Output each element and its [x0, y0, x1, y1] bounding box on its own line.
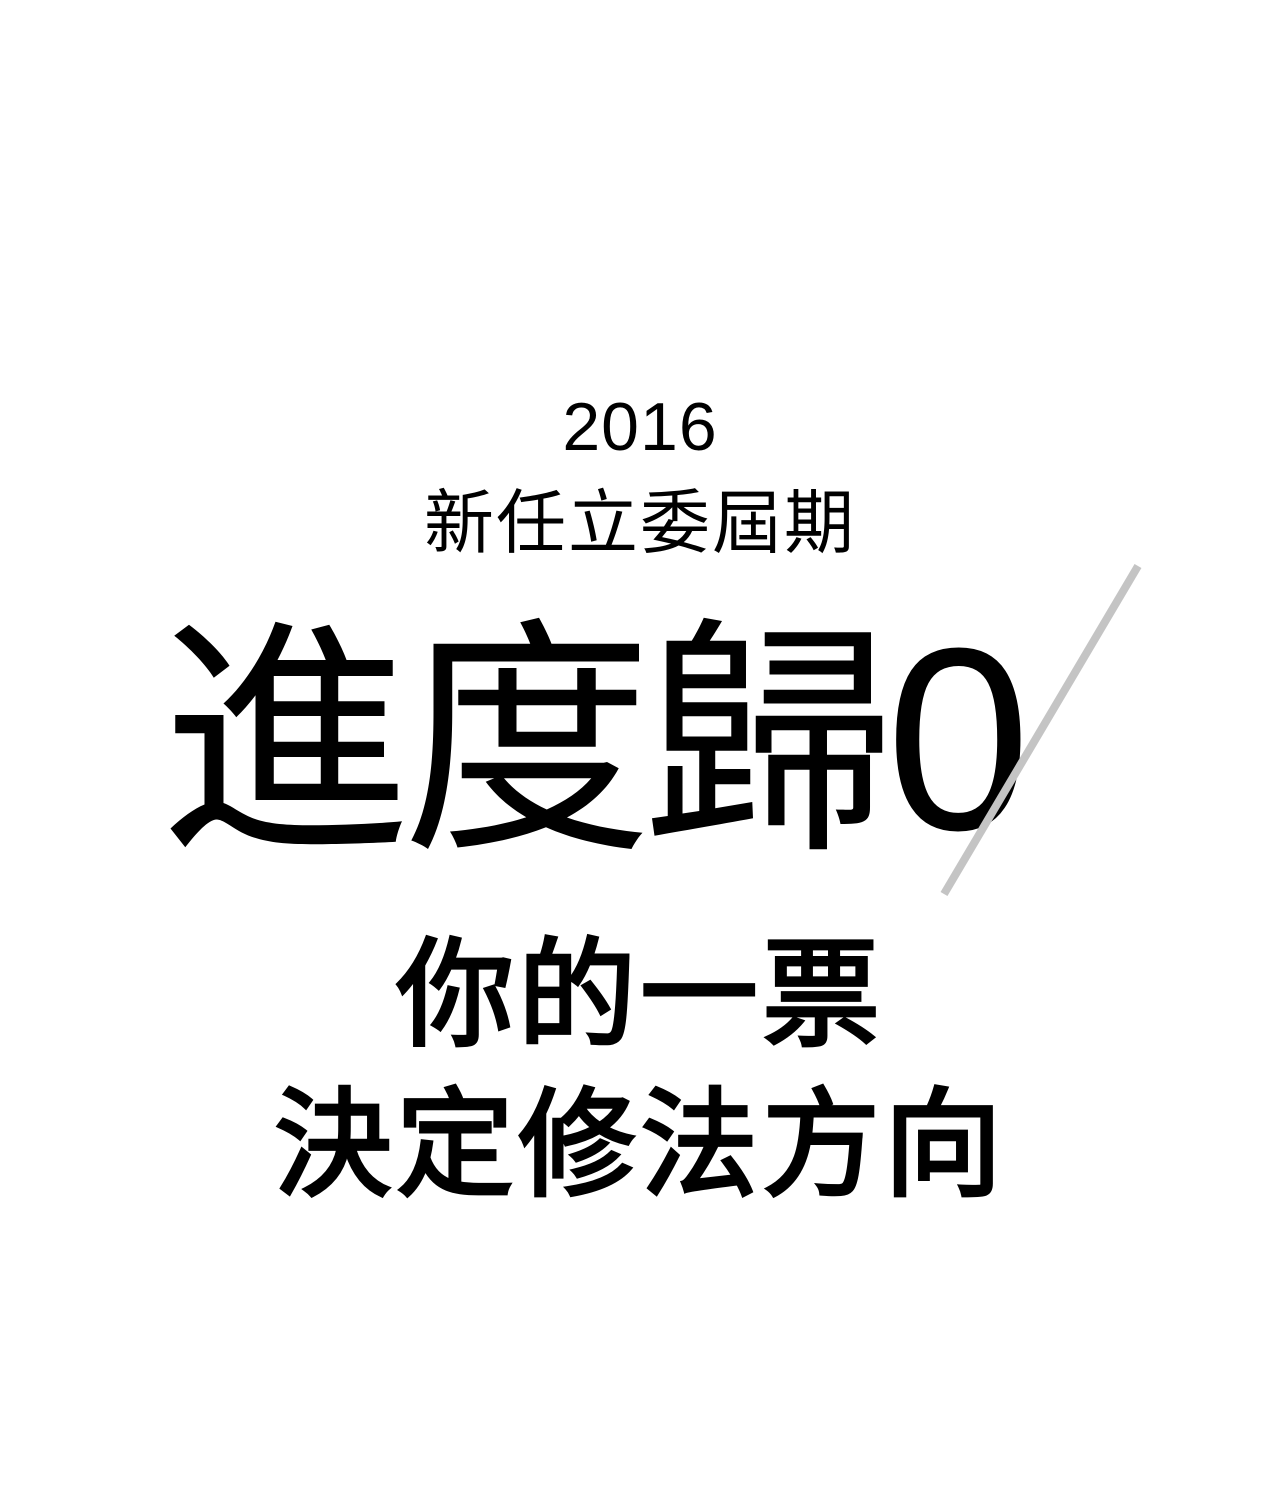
headline-zero: 0 — [886, 595, 1031, 885]
headline: 進度歸0 — [160, 600, 1120, 883]
term-subtitle: 新任立委屆期 — [424, 482, 856, 564]
year-label: 2016 — [562, 389, 718, 465]
headline-text: 進度歸 — [160, 597, 894, 888]
tagline-line-2: 決定修法方向 — [273, 1075, 1006, 1214]
tagline-line-1: 你的一票 — [395, 925, 884, 1064]
slash-mark — [940, 563, 1142, 897]
